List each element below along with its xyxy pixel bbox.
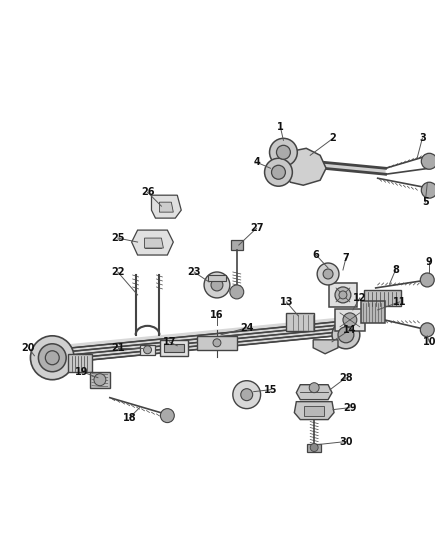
Text: 9: 9: [426, 257, 433, 267]
Circle shape: [211, 279, 223, 291]
Text: 11: 11: [393, 297, 406, 307]
Bar: [364, 290, 402, 306]
Text: 12: 12: [353, 293, 367, 303]
Text: 8: 8: [392, 265, 399, 275]
Text: 19: 19: [75, 367, 89, 377]
Circle shape: [31, 336, 74, 379]
Bar: [140, 345, 155, 355]
Bar: [197, 336, 237, 350]
Polygon shape: [294, 402, 334, 419]
Text: 24: 24: [240, 323, 254, 333]
Circle shape: [309, 383, 319, 393]
Bar: [164, 344, 184, 352]
Text: 4: 4: [253, 157, 260, 167]
Polygon shape: [283, 148, 326, 185]
Polygon shape: [297, 385, 332, 400]
Bar: [68, 354, 92, 372]
Text: 2: 2: [330, 133, 336, 143]
Text: 30: 30: [339, 437, 353, 447]
Circle shape: [204, 272, 230, 298]
Text: 21: 21: [111, 343, 124, 353]
Text: 1: 1: [277, 123, 284, 132]
Circle shape: [94, 374, 106, 386]
Text: 27: 27: [250, 223, 263, 233]
Circle shape: [310, 443, 318, 451]
Bar: [231, 240, 243, 250]
Text: 6: 6: [313, 250, 320, 260]
Text: 23: 23: [187, 267, 201, 277]
Circle shape: [421, 154, 437, 169]
Polygon shape: [62, 317, 346, 364]
Bar: [208, 275, 226, 281]
Text: 3: 3: [419, 133, 426, 143]
Circle shape: [339, 291, 347, 299]
Polygon shape: [323, 162, 385, 174]
Polygon shape: [145, 238, 163, 248]
Circle shape: [343, 313, 357, 327]
Circle shape: [317, 263, 339, 285]
Text: 13: 13: [279, 297, 293, 307]
Circle shape: [233, 381, 261, 409]
Circle shape: [323, 269, 333, 279]
Circle shape: [335, 287, 351, 303]
Text: 22: 22: [111, 267, 124, 277]
Text: 17: 17: [162, 337, 176, 347]
Bar: [361, 301, 385, 323]
Circle shape: [420, 273, 434, 287]
Circle shape: [39, 344, 66, 372]
Polygon shape: [159, 202, 173, 212]
Text: 10: 10: [423, 337, 436, 347]
Bar: [307, 443, 321, 451]
Polygon shape: [152, 195, 181, 218]
Circle shape: [332, 321, 360, 349]
Circle shape: [144, 346, 152, 354]
Bar: [90, 372, 110, 387]
Bar: [335, 309, 365, 331]
Circle shape: [276, 146, 290, 159]
Polygon shape: [132, 230, 173, 255]
Bar: [160, 340, 188, 356]
Text: 18: 18: [123, 413, 137, 423]
Text: 15: 15: [264, 385, 277, 394]
Text: 26: 26: [141, 187, 154, 197]
Text: 14: 14: [343, 325, 357, 335]
Bar: [286, 313, 314, 331]
Text: 20: 20: [22, 343, 35, 353]
Circle shape: [230, 285, 244, 299]
Bar: [329, 283, 357, 307]
Circle shape: [338, 327, 354, 343]
Text: 28: 28: [339, 373, 353, 383]
Text: 29: 29: [343, 402, 357, 413]
Circle shape: [265, 158, 292, 186]
Text: 16: 16: [210, 310, 224, 320]
Circle shape: [420, 323, 434, 337]
Circle shape: [46, 351, 59, 365]
Circle shape: [213, 339, 221, 347]
Circle shape: [272, 165, 286, 179]
Circle shape: [269, 139, 297, 166]
Circle shape: [241, 389, 253, 401]
Text: 5: 5: [422, 197, 429, 207]
Polygon shape: [313, 340, 338, 354]
Text: 25: 25: [111, 233, 124, 243]
Text: 7: 7: [343, 253, 349, 263]
Bar: [304, 406, 324, 416]
Circle shape: [421, 182, 437, 198]
Circle shape: [160, 409, 174, 423]
